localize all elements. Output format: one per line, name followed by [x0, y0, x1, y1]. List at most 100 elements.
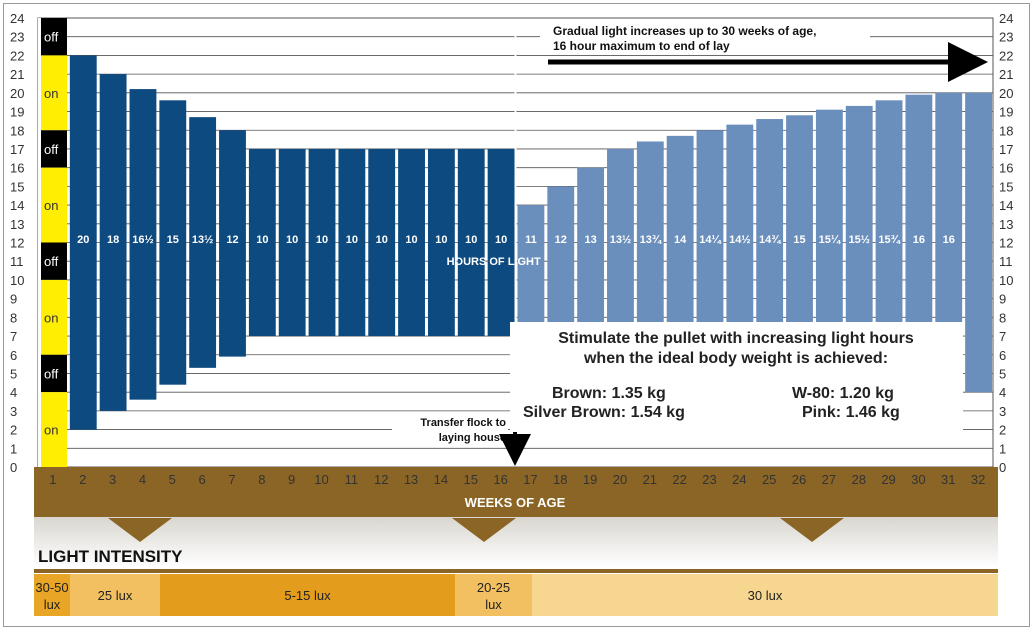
bar	[696, 130, 724, 337]
bar-label: 13¾	[640, 234, 662, 246]
intensity-change-arrow	[780, 518, 844, 542]
week-tick: 30	[911, 472, 925, 487]
bar	[427, 148, 455, 337]
bar	[965, 92, 992, 393]
y-tick-right: 0	[999, 460, 1006, 475]
week-tick: 28	[851, 472, 865, 487]
bar-label: 14¼	[699, 234, 721, 246]
intensity-change-arrow	[108, 518, 172, 542]
transfer-note-line2: laying house	[439, 432, 506, 444]
y-tick-right: 7	[999, 329, 1006, 344]
week-tick: 16	[493, 472, 507, 487]
y-tick-left: 13	[10, 217, 24, 232]
week-tick: 7	[228, 472, 235, 487]
y-tick-left: 20	[10, 86, 24, 101]
intensity-segment-label: lux	[44, 597, 61, 612]
y-tick-left: 9	[10, 292, 17, 307]
y-tick-right: 5	[999, 366, 1006, 381]
bar-label: 10	[256, 234, 268, 246]
bar	[189, 117, 217, 368]
week1-schedule-label: off	[44, 254, 59, 269]
y-tick-left: 18	[10, 123, 24, 138]
bar	[726, 124, 754, 337]
y-tick-left: 15	[10, 179, 24, 194]
y-tick-right: 22	[999, 48, 1013, 63]
week-tick: 29	[881, 472, 895, 487]
bar	[398, 148, 425, 337]
y-tick-left: 6	[10, 348, 17, 363]
bar-label: 15½	[848, 234, 869, 246]
bar	[786, 115, 813, 337]
bar	[278, 148, 306, 337]
bar-label: 15¼	[819, 234, 841, 246]
bar	[517, 205, 545, 337]
top-note-line1: Gradual light increases up to 30 weeks o…	[553, 24, 816, 38]
bar	[935, 92, 963, 337]
week-tick: 10	[314, 472, 328, 487]
y-tick-right: 16	[999, 161, 1013, 176]
bar-label: 14	[674, 234, 687, 246]
week-tick: 26	[792, 472, 806, 487]
top-note-line2: 16 hour maximum to end of lay	[553, 39, 730, 53]
bar-label: 12	[555, 234, 567, 246]
bar-label: 10	[346, 234, 358, 246]
week1-light-on	[41, 392, 67, 467]
week-tick: 1	[49, 472, 56, 487]
bar-label: 18	[107, 234, 119, 246]
intensity-segment-label: lux	[485, 597, 502, 612]
weight-brown: Brown: 1.35 kg	[552, 385, 666, 402]
week-tick: 14	[434, 472, 448, 487]
y-tick-right: 15	[999, 179, 1013, 194]
bar	[338, 148, 366, 337]
chart-frame	[3, 3, 1030, 627]
week-tick: 19	[583, 472, 597, 487]
y-tick-left: 8	[10, 310, 17, 325]
week-tick: 21	[643, 472, 657, 487]
bar-label: 13	[584, 234, 596, 246]
bar	[666, 135, 694, 337]
week-tick: 5	[169, 472, 176, 487]
intensity-segment	[160, 574, 455, 616]
transfer-note-background	[392, 415, 508, 445]
y-tick-right: 10	[999, 273, 1013, 288]
bar-label: 14¾	[759, 234, 781, 246]
y-tick-right: 2	[999, 423, 1006, 438]
week-tick: 2	[79, 472, 86, 487]
y-tick-right: 14	[999, 198, 1013, 213]
week-tick: 24	[732, 472, 746, 487]
y-tick-left: 7	[10, 329, 17, 344]
week-tick: 3	[109, 472, 116, 487]
bar-label: 16	[913, 234, 925, 246]
y-tick-right: 23	[999, 30, 1013, 45]
bar-label: 10	[376, 234, 388, 246]
y-tick-right: 21	[999, 67, 1013, 82]
bar	[159, 100, 187, 385]
y-tick-left: 19	[10, 105, 24, 120]
week1-light-off	[41, 242, 67, 280]
transfer-note-line1: Transfer flock to	[420, 417, 506, 429]
week1-light-on	[41, 279, 67, 355]
week-tick: 22	[672, 472, 686, 487]
bar	[547, 186, 575, 337]
top-note-background	[540, 22, 870, 54]
weeks-axis-band	[34, 467, 998, 517]
week-tick: 11	[345, 472, 359, 487]
intensity-segment	[455, 574, 532, 616]
weight-silver-brown: Silver Brown: 1.54 kg	[523, 404, 685, 421]
y-tick-right: 13	[999, 217, 1013, 232]
week1-schedule-label: off	[44, 366, 59, 381]
bar	[607, 148, 634, 337]
week-tick: 8	[258, 472, 265, 487]
bar	[129, 89, 157, 400]
bar-label: 10	[435, 234, 447, 246]
y-tick-left: 23	[10, 30, 24, 45]
bar-label: 13½	[610, 234, 631, 246]
week1-light-on	[41, 55, 67, 131]
bar-label: 10	[405, 234, 417, 246]
bar-label: 15	[793, 234, 805, 246]
y-tick-left: 14	[10, 198, 24, 213]
y-tick-right: 6	[999, 348, 1006, 363]
intensity-change-arrow	[452, 518, 516, 542]
bar	[248, 148, 276, 337]
